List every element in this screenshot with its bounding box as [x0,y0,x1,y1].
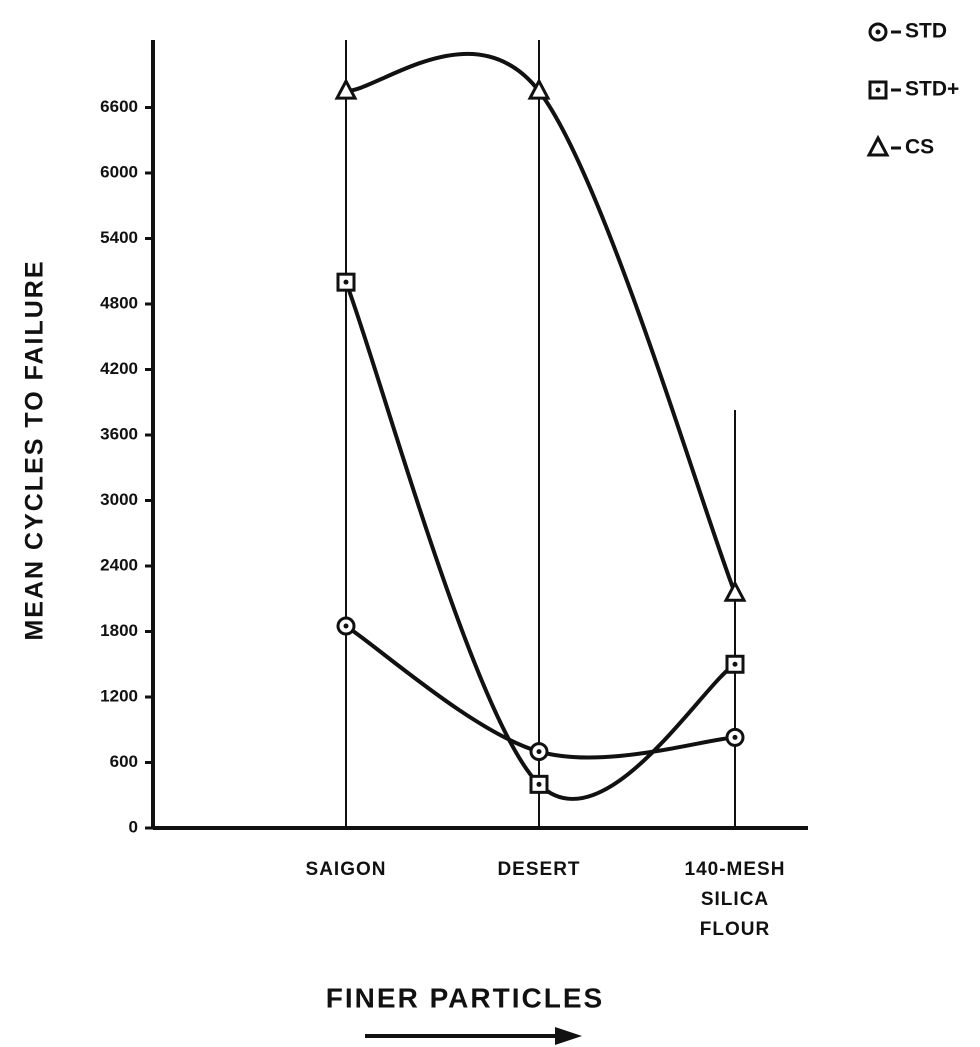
legend-marker [866,134,890,157]
y-tick-label: 6600 [100,97,138,116]
y-tick-label: 5400 [100,228,138,247]
legend-label: STD [905,20,947,43]
data-point [334,77,358,100]
data-point [336,616,356,636]
arrow-head [555,1027,582,1045]
legend-entry: CS [891,136,934,159]
marker-dot [536,749,542,755]
marker-dot [536,781,542,787]
data-point [529,742,549,762]
legend-label: CS [905,136,934,159]
marker-outline [334,77,358,100]
marker-dot [343,279,349,285]
legend-entry: STD+ [891,78,959,101]
x-axis-label: FINER PARTICLES [326,982,604,1013]
data-point [725,654,745,674]
legend-entry: STD [891,20,947,43]
marker-dot [875,87,881,93]
x-tick-label: 140-MESH SILICA FLOUR [684,859,786,940]
y-tick-label: 0 [129,817,138,836]
y-tick-label: 2400 [100,555,138,574]
marker-dot [343,623,349,629]
y-tick-label: 1800 [100,621,138,640]
y-tick-label: 3600 [100,424,138,443]
x-tick-label: DESERT [497,859,581,880]
x-tick-label: SAIGON [305,859,387,880]
data-point [725,727,745,747]
marker-outline [723,580,747,602]
marker-dot [732,661,738,667]
legend-label: STD+ [905,78,959,101]
y-tick-label: 3000 [100,490,138,509]
series-line [345,52,737,595]
y-axis-label: MEAN CYCLES TO FAILURE [21,259,49,640]
legend-marker [868,22,888,42]
data-point [723,580,747,602]
marker-dot [732,734,738,740]
series-line [344,281,737,801]
marker-dot [875,29,881,35]
data-point [527,77,551,100]
y-tick-label: 600 [110,752,138,771]
marker-outline [527,77,551,100]
y-tick-label: 4200 [100,359,138,378]
y-tick-label: 4800 [100,293,138,312]
data-point [529,774,549,794]
series-line [344,624,736,760]
y-tick-label: 6000 [100,162,138,181]
legend-marker [868,80,888,100]
y-tick-label: 1200 [100,686,138,705]
data-point [336,272,356,292]
marker-outline [866,134,890,157]
